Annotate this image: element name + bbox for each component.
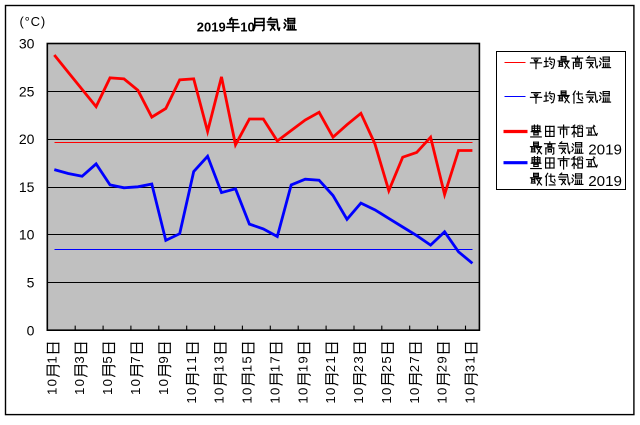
- svg-text:1: 1: [184, 356, 199, 363]
- svg-text:2019: 2019: [588, 142, 622, 159]
- svg-text:5: 5: [240, 356, 255, 363]
- svg-text:1: 1: [351, 396, 366, 403]
- svg-text:2: 2: [351, 365, 366, 372]
- svg-text:1: 1: [323, 396, 338, 403]
- svg-text:3: 3: [72, 356, 87, 363]
- svg-text:1: 1: [435, 396, 450, 403]
- svg-text:1: 1: [407, 396, 422, 403]
- svg-text:0: 0: [463, 388, 478, 395]
- svg-text:7: 7: [128, 356, 143, 363]
- svg-text:0: 0: [128, 379, 143, 386]
- svg-text:5: 5: [27, 275, 35, 291]
- svg-text:7: 7: [267, 356, 282, 363]
- svg-text:2: 2: [379, 365, 394, 372]
- svg-text:2: 2: [323, 365, 338, 372]
- svg-text:7: 7: [407, 356, 422, 363]
- svg-text:(°C): (°C): [20, 14, 46, 29]
- svg-text:15: 15: [19, 179, 35, 195]
- svg-text:1: 1: [379, 396, 394, 403]
- svg-text:2019: 2019: [588, 173, 622, 190]
- svg-text:0: 0: [267, 388, 282, 395]
- svg-text:1: 1: [128, 388, 143, 395]
- svg-text:0: 0: [27, 322, 35, 338]
- svg-text:3: 3: [351, 356, 366, 363]
- svg-text:1: 1: [463, 396, 478, 403]
- svg-text:0: 0: [100, 379, 115, 386]
- svg-text:1: 1: [267, 365, 282, 372]
- svg-text:0: 0: [407, 388, 422, 395]
- svg-text:9: 9: [156, 356, 171, 363]
- svg-text:1: 1: [184, 365, 199, 372]
- svg-text:5: 5: [379, 356, 394, 363]
- svg-text:2019: 2019: [197, 19, 226, 34]
- svg-text:9: 9: [435, 356, 450, 363]
- svg-text:20: 20: [19, 131, 35, 147]
- svg-text:1: 1: [240, 365, 255, 372]
- svg-text:0: 0: [323, 388, 338, 395]
- svg-text:0: 0: [44, 379, 59, 386]
- svg-text:3: 3: [212, 356, 227, 363]
- svg-text:1: 1: [44, 388, 59, 395]
- svg-text:9: 9: [295, 356, 310, 363]
- svg-text:3: 3: [463, 365, 478, 372]
- svg-text:1: 1: [295, 365, 310, 372]
- svg-text:1: 1: [267, 396, 282, 403]
- svg-text:0: 0: [72, 379, 87, 386]
- svg-text:0: 0: [240, 388, 255, 395]
- svg-text:1: 1: [156, 388, 171, 395]
- svg-text:1: 1: [212, 365, 227, 372]
- svg-text:10: 10: [240, 19, 254, 34]
- svg-text:1: 1: [463, 356, 478, 363]
- svg-text:0: 0: [351, 388, 366, 395]
- svg-text:1: 1: [240, 396, 255, 403]
- svg-text:0: 0: [184, 388, 199, 395]
- svg-text:2: 2: [407, 365, 422, 372]
- svg-text:1: 1: [212, 396, 227, 403]
- svg-text:1: 1: [323, 356, 338, 363]
- svg-text:1: 1: [100, 388, 115, 395]
- svg-text:1: 1: [295, 396, 310, 403]
- svg-text:0: 0: [295, 388, 310, 395]
- svg-text:1: 1: [184, 396, 199, 403]
- svg-text:5: 5: [100, 356, 115, 363]
- svg-text:0: 0: [156, 379, 171, 386]
- svg-text:10: 10: [19, 227, 35, 243]
- svg-text:30: 30: [19, 36, 35, 52]
- svg-text:0: 0: [435, 388, 450, 395]
- svg-text:1: 1: [72, 388, 87, 395]
- svg-text:25: 25: [19, 83, 35, 99]
- svg-text:0: 0: [212, 388, 227, 395]
- svg-text:1: 1: [44, 356, 59, 363]
- svg-text:2: 2: [435, 365, 450, 372]
- svg-text:0: 0: [379, 388, 394, 395]
